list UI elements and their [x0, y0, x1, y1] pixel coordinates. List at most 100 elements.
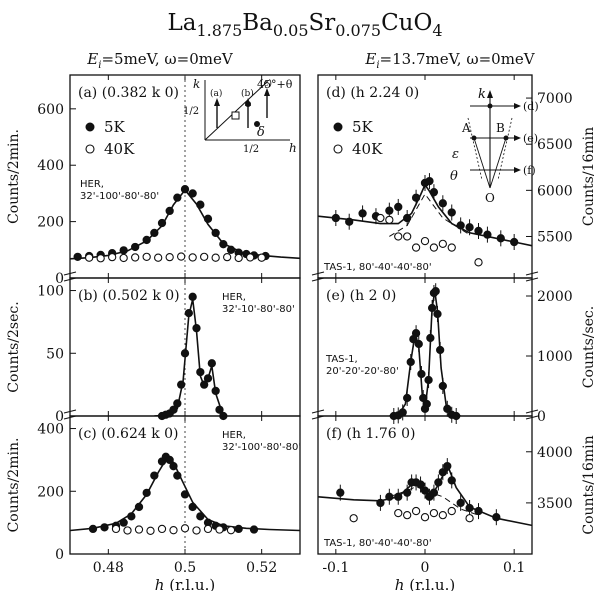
legend-label: 40K: [104, 140, 135, 158]
data-point-5k: [429, 188, 439, 197]
data-point-5k: [215, 405, 224, 414]
data-point-40k: [111, 524, 121, 534]
x-tick-label: 0.48: [93, 560, 124, 576]
y-tick-label: 100: [37, 284, 64, 300]
x-tick-label: 0.52: [246, 560, 277, 576]
y-axis-label: Counts/2min.: [6, 129, 22, 224]
data-point-5k: [119, 518, 128, 527]
data-point-40k: [85, 253, 94, 262]
data-point-5k: [142, 488, 151, 497]
data-point-5k: [411, 329, 421, 338]
data-point-5k: [188, 189, 197, 198]
y-axis-label: Counts/2min.: [6, 438, 22, 533]
data-point-5k: [424, 375, 433, 385]
data-point-40k: [465, 514, 474, 523]
inset-square: [231, 111, 240, 120]
data-point-5k: [188, 292, 197, 301]
y-tick-label: 400: [37, 422, 64, 438]
panel-c: 0 200 400 (c) (0.624 k 0) HER,32'-100'-80'-8…: [6, 415, 301, 563]
y-tick-label: 0: [537, 409, 546, 425]
data-point-40k: [420, 513, 430, 522]
data-point-5k: [169, 405, 178, 414]
data-point-5k: [358, 209, 367, 218]
legend-marker-5k: [333, 122, 343, 132]
data-point-5k: [165, 455, 174, 465]
legend-label: 5K: [352, 118, 374, 136]
data-point-5k: [414, 339, 423, 349]
inset-scan-label: (b): [241, 88, 254, 99]
data-point-40k: [394, 232, 403, 241]
inset-half-k: 1/2: [183, 106, 199, 117]
inset-scan-label: (a): [210, 88, 222, 99]
inset-k-label: k: [193, 77, 200, 91]
data-point-5k: [131, 242, 140, 252]
data-point-5k: [474, 506, 483, 516]
inset-delta-label: δ: [257, 125, 265, 140]
x-tick-label: -0.1: [322, 560, 349, 576]
fit-curve: [318, 183, 532, 247]
data-point-40k: [376, 213, 385, 223]
data-point-40k: [403, 232, 412, 241]
data-point-5k: [219, 240, 228, 249]
y-tick-label: 2000: [537, 289, 573, 305]
data-point-5k: [394, 202, 403, 212]
panel-label: (e) (h 2 0): [326, 288, 396, 304]
figure-title: La1.875Ba0.05Sr0.075CuO4: [167, 10, 442, 40]
data-point-40k: [200, 252, 209, 262]
panel-e: 0 1000 2000 (e) (h 2 0) TAS-1,20'-20'-20'-80…: [317, 277, 597, 425]
data-point-40k: [420, 236, 430, 246]
instrument-label: HER,: [222, 292, 246, 303]
data-point-40k: [165, 252, 174, 262]
x-tick-label: 0.5: [174, 560, 196, 576]
data-point-5k: [434, 478, 443, 487]
data-point-40k: [234, 253, 243, 263]
x-tick-label: 0: [421, 560, 430, 576]
y-axis-label: Counts/16min: [581, 435, 597, 534]
data-point-40k: [154, 253, 163, 262]
data-point-40k: [192, 526, 201, 535]
legend-label: 40K: [352, 140, 383, 158]
collimation-label: 32'-100'-80'-80': [222, 442, 301, 453]
y-tick-label: 7000: [537, 91, 573, 107]
data-point-40k: [226, 526, 236, 535]
panel-label: (f) (h 1.76 0): [326, 426, 415, 442]
data-point-40k: [403, 511, 412, 520]
y-tick-label: 1000: [537, 349, 573, 365]
reciprocal-space-inset: k h 1/2 1/2 (a) (b) (c)45°+θ δ: [183, 77, 297, 155]
data-point-5k: [211, 386, 220, 396]
data-point-40k: [438, 511, 447, 520]
inset-arrowhead: [264, 88, 270, 96]
inset-point-a: A: [461, 121, 471, 135]
data-point-5k: [192, 324, 201, 333]
instrument-label: HER,: [222, 430, 246, 441]
data-point-5k: [431, 287, 440, 296]
data-point-5k: [429, 488, 439, 497]
y-axis-label: Counts/2sec.: [6, 301, 22, 392]
data-point-5k: [173, 399, 182, 408]
data-point-5k: [376, 498, 385, 508]
data-point-5k: [403, 213, 412, 223]
data-point-5k: [465, 503, 474, 513]
data-point-5k: [422, 399, 431, 409]
data-point-5k: [403, 393, 412, 403]
data-point-5k: [420, 486, 430, 495]
inset-arrowhead: [487, 90, 493, 98]
inset-scan-label: (f): [523, 164, 536, 177]
collimation-label: 32'-100'-80'-80': [80, 191, 159, 202]
data-point-40k: [211, 253, 220, 262]
inset-arrowhead: [514, 135, 521, 141]
data-point-5k: [196, 200, 205, 209]
data-point-5k: [119, 246, 128, 255]
data-point-40k: [169, 526, 178, 535]
inset-point-o: O: [485, 191, 495, 205]
data-point-40k: [246, 253, 255, 262]
data-point-5k: [188, 502, 197, 512]
data-point-40k: [223, 252, 232, 262]
data-point-40k: [142, 252, 151, 262]
data-point-5k: [510, 237, 519, 247]
data-point-40k: [474, 258, 483, 267]
data-point-40k: [134, 525, 144, 534]
data-point-5k: [438, 381, 447, 391]
